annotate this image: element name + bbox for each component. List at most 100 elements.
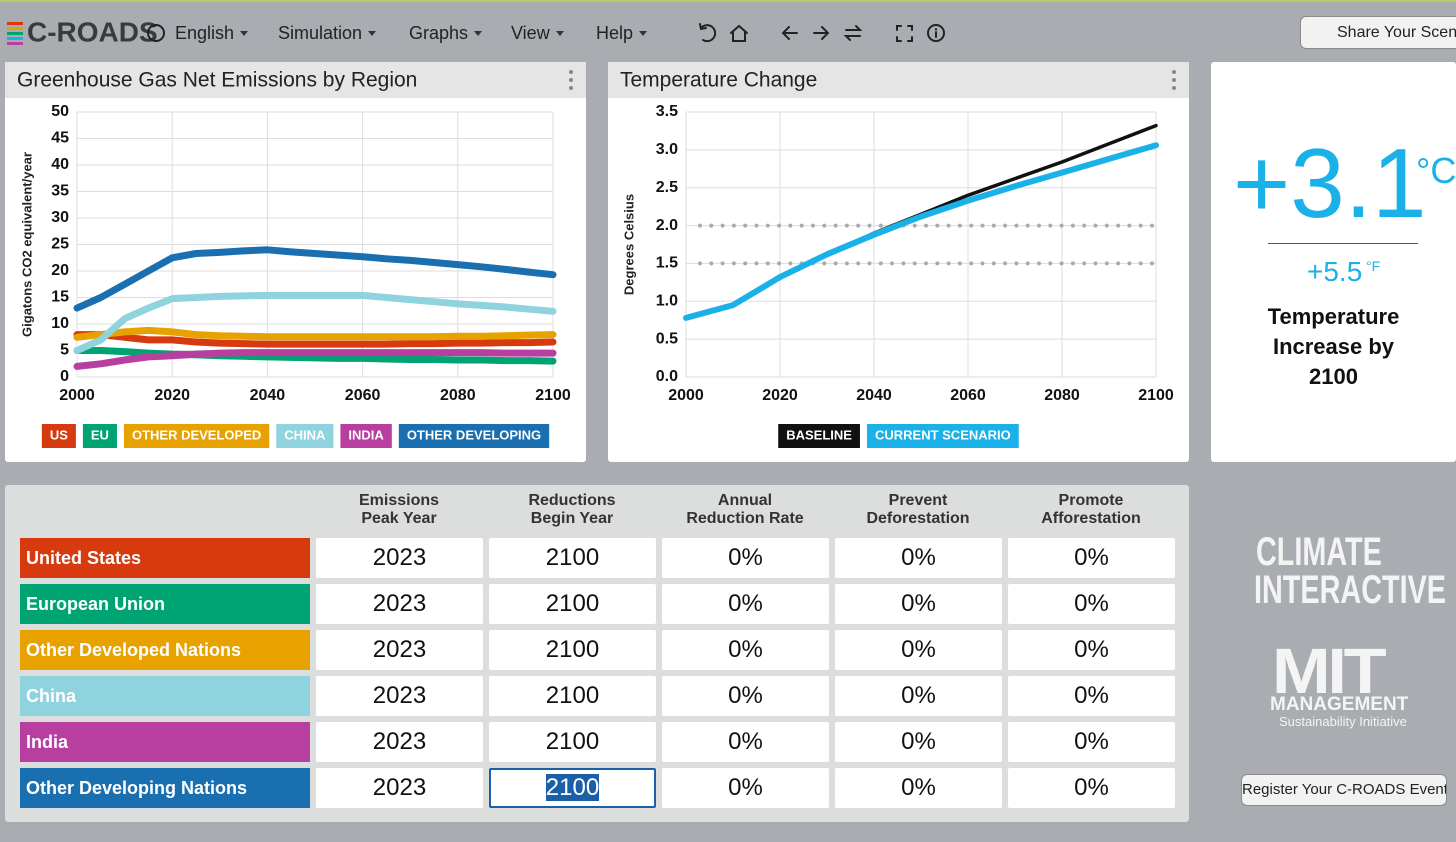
info-icon[interactable] (927, 24, 945, 42)
input-cell[interactable]: 0% (662, 630, 829, 670)
undo-icon[interactable] (699, 23, 717, 43)
panel-title-bar (5, 62, 586, 98)
forward-icon[interactable] (813, 26, 830, 40)
menu-label: Help (596, 22, 634, 43)
input-cell[interactable]: 2100 (489, 630, 656, 670)
x-tick-label: 2100 (1138, 387, 1174, 404)
chart-title: Greenhouse Gas Net Emissions by Region (17, 69, 417, 92)
legend-label[interactable]: OTHER DEVELOPED (132, 427, 261, 442)
input-cell[interactable]: 2100 (489, 584, 656, 624)
input-cell[interactable]: 0% (662, 538, 829, 578)
column-header-line: Begin Year (530, 510, 614, 527)
input-cell[interactable]: 2100 (489, 722, 656, 762)
share-label: Share Your Scenario (1337, 24, 1456, 41)
input-cell[interactable]: 0% (1008, 676, 1175, 716)
x-tick-label: 2060 (950, 387, 986, 404)
caption-line: Increase by (1272, 334, 1395, 359)
input-cell[interactable]: 0% (835, 584, 1002, 624)
menu-item[interactable]: Help (596, 21, 648, 45)
menu-item[interactable]: English (147, 21, 249, 45)
legend-swatch[interactable] (82, 424, 117, 448)
input-cell[interactable]: 0% (1008, 584, 1175, 624)
y-tick-label: 0.0 (656, 368, 678, 385)
x-tick-label: 2040 (250, 387, 286, 404)
input-cell[interactable]: 0% (662, 722, 829, 762)
cell-value: 2023 (372, 774, 427, 801)
caret (240, 30, 249, 36)
input-cell[interactable]: 2023 (316, 538, 483, 578)
input-cell[interactable]: 0% (835, 722, 1002, 762)
legend-label[interactable]: CURRENT SCENARIO (875, 427, 1011, 442)
input-cell[interactable]: 0% (835, 630, 1002, 670)
row-name: European Union (20, 584, 310, 624)
series-line (73, 349, 557, 370)
register-button[interactable]: Register Your C-ROADS Event (1241, 774, 1447, 806)
legend-swatch[interactable] (398, 424, 550, 448)
chart-title: Temperature Change (620, 69, 817, 92)
row-name: Other Developing Nations (20, 768, 310, 808)
cell-value: 0% (901, 544, 936, 571)
menu-item[interactable]: View (511, 21, 564, 45)
menu-item[interactable]: Simulation (278, 21, 377, 45)
home-icon[interactable] (730, 24, 748, 42)
input-cell[interactable]: 0% (835, 768, 1002, 808)
cell-value: 0% (728, 728, 763, 755)
input-cell[interactable]: 2023 (316, 584, 483, 624)
input-cell[interactable]: 0% (662, 768, 829, 808)
cell-value: 0% (901, 682, 936, 709)
legend-label[interactable]: INDIA (348, 427, 384, 442)
legend-label[interactable]: BASELINE (786, 427, 852, 442)
cell-value: 2100 (545, 774, 600, 801)
input-cell[interactable]: 0% (835, 676, 1002, 716)
input-cell[interactable]: 0% (1008, 630, 1175, 670)
input-cell[interactable]: 0% (662, 676, 829, 716)
input-cell[interactable]: 0% (1008, 722, 1175, 762)
cell-value: 0% (1074, 728, 1109, 755)
caret (368, 30, 377, 36)
y-tick-label: 45 (51, 130, 69, 147)
column-header-line: Deforestation (866, 510, 970, 527)
legend-swatch[interactable] (866, 424, 1019, 448)
legend-swatch[interactable] (41, 424, 76, 448)
y-axis-label: Gigatons CO2 equivalent/year (19, 152, 34, 337)
input-cell[interactable]: 2023 (316, 676, 483, 716)
x-tick-label: 2020 (154, 387, 190, 404)
input-cell[interactable]: 2023 (316, 768, 483, 808)
legend-swatch[interactable] (778, 424, 860, 448)
input-cell[interactable]: 0% (662, 584, 829, 624)
legend-swatch[interactable] (340, 424, 392, 448)
cell-value: 0% (901, 590, 936, 617)
series-line (73, 326, 557, 341)
fullscreen-icon[interactable] (896, 25, 913, 42)
input-cell[interactable]: 0% (1008, 768, 1175, 808)
legend-label[interactable]: US (50, 427, 68, 442)
input-cell[interactable]: 2023 (316, 722, 483, 762)
input-cell[interactable]: 2100 (489, 676, 656, 716)
back-icon[interactable] (781, 26, 798, 40)
legend-swatch[interactable] (123, 424, 270, 448)
legend-swatch[interactable] (276, 424, 334, 448)
legend-label[interactable]: EU (91, 427, 109, 442)
legend-label[interactable]: OTHER DEVELOPING (407, 427, 541, 442)
swap-icon[interactable] (843, 25, 863, 41)
menu-label: Graphs (409, 22, 469, 43)
cell-value: 0% (1074, 682, 1109, 709)
input-cell[interactable]: 2100 (489, 768, 656, 808)
input-cell[interactable]: 2100 (489, 538, 656, 578)
menu-item[interactable]: Graphs (409, 21, 483, 45)
caret (555, 30, 564, 36)
cell-value: 2023 (372, 682, 427, 709)
cell-value: 0% (901, 728, 936, 755)
cell-value: 0% (728, 544, 763, 571)
input-cell[interactable]: 2023 (316, 630, 483, 670)
legend-label[interactable]: CHINA (284, 427, 326, 442)
share-button[interactable]: Share Your Scenario (1300, 16, 1456, 49)
temperature-celsius: +3.1 (1233, 128, 1427, 238)
input-cell[interactable]: 0% (835, 538, 1002, 578)
input-cell[interactable]: 0% (1008, 538, 1175, 578)
menu-dot (569, 86, 573, 90)
column-header-line: Afforestation (1041, 510, 1141, 527)
caret (474, 30, 483, 36)
climate-interactive-logo: INTERACTIVE (1254, 568, 1447, 612)
y-tick-label: 20 (51, 262, 69, 279)
